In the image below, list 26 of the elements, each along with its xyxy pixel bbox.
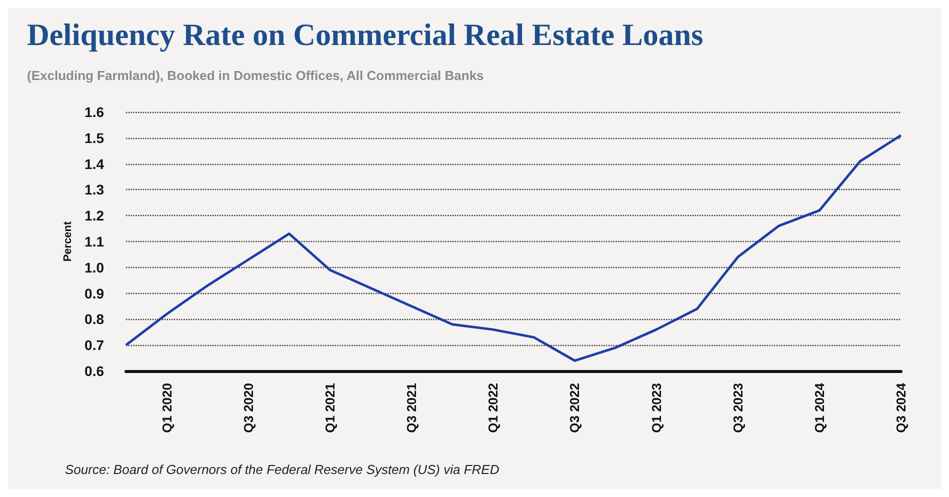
x-tick-label: Q1 2020 <box>159 383 174 433</box>
y-tick-label: 1.2 <box>84 208 104 224</box>
y-axis-title: Percent <box>62 220 74 262</box>
y-tick-label: 1.1 <box>84 234 104 250</box>
x-tick-label: Q3 2023 <box>730 383 746 433</box>
x-tick-label: Q1 2024 <box>812 382 827 433</box>
y-tick-label: 1.6 <box>84 104 104 120</box>
y-tick-label: 1.5 <box>84 130 104 146</box>
x-tick-label: Q3 2022 <box>567 383 582 433</box>
y-tick-label: 1.4 <box>84 156 104 172</box>
x-tick-label: Q3 2020 <box>240 383 256 433</box>
y-tick-label: 0.9 <box>84 285 104 302</box>
y-tick-label: 0.8 <box>84 311 104 328</box>
x-tick-label: Q3 2024 <box>894 382 908 433</box>
x-tick-label: Q1 2022 <box>486 383 501 433</box>
chart-title: Deliquency Rate on Commercial Real Estate Loans <box>27 17 704 52</box>
line-series <box>124 134 902 362</box>
x-tick-label: Q1 2023 <box>648 383 664 433</box>
x-tick-label: Q1 2021 <box>322 383 338 433</box>
y-tick-label: 1.0 <box>84 259 104 276</box>
y-tick-label: 0.6 <box>84 363 104 379</box>
x-tick-label: Q3 2021 <box>404 383 420 433</box>
y-tick-label: 1.3 <box>84 182 104 198</box>
chart-subtitle: (Excluding Farmland), Booked in Domestic Offices, All Commercial Banks <box>27 68 484 83</box>
y-tick-label: 0.7 <box>84 337 104 354</box>
source-note: Source: Board of Governors of the Federal Reserve System (US) via FRED <box>65 462 500 477</box>
